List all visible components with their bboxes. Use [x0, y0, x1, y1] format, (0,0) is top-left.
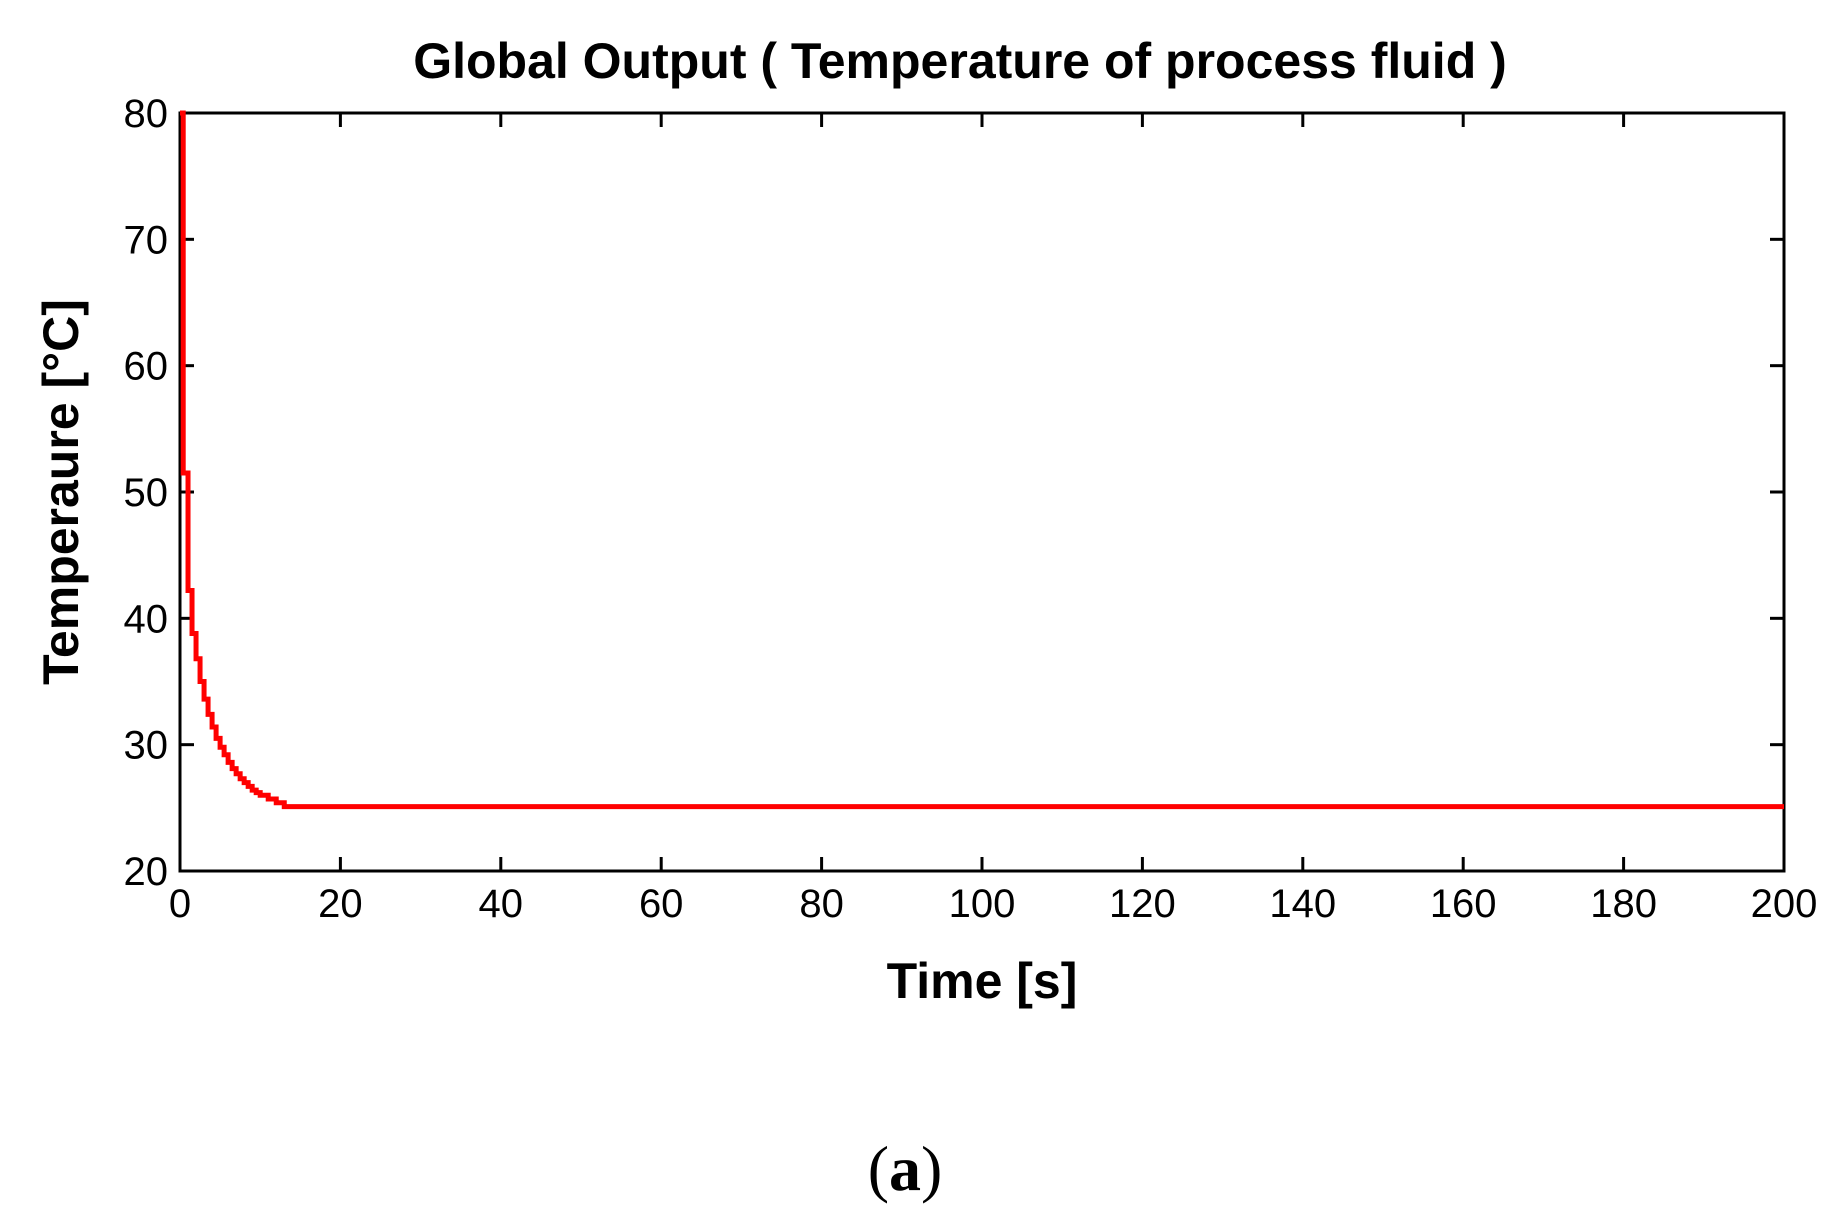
- y-axis-label: Temperaure [°C]: [33, 299, 89, 685]
- x-tick-label: 160: [1430, 882, 1497, 926]
- y-axis: 20 30 40 50 60 70 80: [124, 92, 1784, 894]
- x-tick-label: 140: [1269, 882, 1336, 926]
- y-tick-label: 50: [124, 471, 169, 515]
- x-tick-label: 100: [949, 882, 1016, 926]
- plot-frame: [178, 111, 1786, 873]
- x-tick-label: 60: [639, 882, 684, 926]
- x-axis-label: Time [s]: [887, 953, 1078, 1009]
- series-line-0: [180, 110, 1784, 810]
- x-tick-label: 40: [479, 882, 524, 926]
- x-tick-label: 0: [169, 882, 191, 926]
- x-tick-label: 180: [1590, 882, 1657, 926]
- caption-close-paren: ): [921, 1133, 942, 1204]
- x-tick-label: 80: [799, 882, 844, 926]
- figure-caption: (a): [868, 1133, 943, 1204]
- caption-open-paren: (: [868, 1133, 889, 1204]
- x-axis: 0 20 40 60 80 100 120 140 160 180 200: [169, 113, 1818, 926]
- x-tick-label: 120: [1109, 882, 1176, 926]
- y-tick-label: 30: [124, 724, 169, 768]
- x-tick-label: 200: [1751, 882, 1818, 926]
- y-tick-label: 40: [124, 597, 169, 641]
- chart-title: Global Output ( Temperature of process f…: [413, 33, 1507, 89]
- x-tick-label: 20: [318, 882, 363, 926]
- series-layer: [180, 110, 1784, 810]
- y-tick-label: 70: [124, 218, 169, 262]
- y-tick-label: 20: [124, 850, 169, 894]
- caption-letter: a: [889, 1133, 921, 1204]
- y-tick-label: 60: [124, 345, 169, 389]
- y-tick-label: 80: [124, 92, 169, 136]
